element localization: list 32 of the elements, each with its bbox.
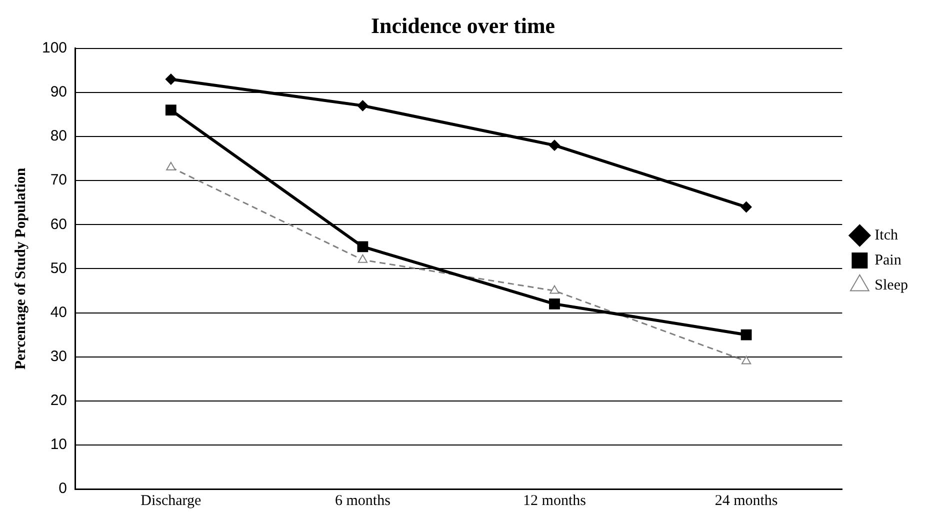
point	[357, 100, 368, 112]
point	[166, 162, 176, 170]
x-tick-label: 24 months	[714, 492, 778, 509]
y-tick-label: 50	[50, 260, 68, 277]
y-tick-label: 10	[50, 436, 68, 454]
point	[165, 104, 176, 116]
point	[740, 329, 752, 340]
y-tick-label: 100	[42, 40, 68, 57]
y-tick-label: 0	[58, 480, 68, 498]
legend-label: Sleep	[874, 277, 908, 294]
y-tick-label: 60	[50, 216, 68, 233]
y-tick-label: 20	[50, 392, 68, 410]
point	[165, 74, 176, 85]
y-tick-label: 40	[50, 304, 68, 321]
point	[549, 298, 560, 310]
x-tick-label: 12 months	[523, 492, 586, 509]
point	[740, 202, 752, 213]
point	[550, 285, 560, 294]
legend-label: Pain	[874, 252, 902, 268]
y-tick-label: 30	[50, 348, 68, 365]
y-tick-label: 70	[50, 172, 68, 189]
point	[358, 254, 368, 263]
y-axis-title: Percentage of Study Population	[12, 167, 29, 370]
point	[357, 241, 368, 252]
legend-label: Itch	[874, 227, 898, 244]
x-tick-label: 6 months	[334, 492, 391, 509]
chart-title: Incidence over time	[370, 12, 556, 38]
point	[741, 356, 752, 364]
y-tick-label: 90	[50, 84, 68, 101]
y-tick-label: 80	[50, 128, 68, 145]
x-tick-label: Discharge	[140, 492, 202, 509]
point	[548, 140, 560, 151]
